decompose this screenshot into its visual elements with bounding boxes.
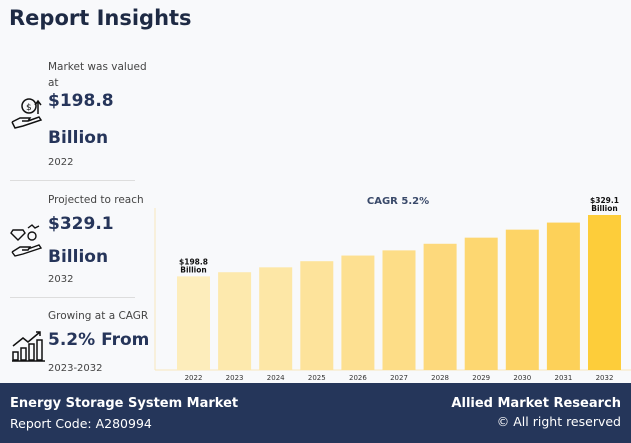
bar-2025 <box>300 261 334 370</box>
bar-2024 <box>259 267 293 370</box>
stat-year: 2022 <box>48 157 74 168</box>
bar-2030 <box>505 229 539 370</box>
x-tick-label: 2025 <box>308 374 326 382</box>
bar-2031 <box>546 222 580 370</box>
footer: Energy Storage System Market Report Code… <box>0 383 631 443</box>
stat-unit: Billion <box>48 128 109 148</box>
data-label: Billion <box>180 265 207 274</box>
chart-title: CAGR 5.2% <box>367 196 429 207</box>
x-tick-label: 2029 <box>472 374 490 382</box>
bar-2023 <box>218 272 252 370</box>
stat-value: 5.2% From <box>48 330 150 350</box>
data-label: $198.8 <box>179 257 208 266</box>
copyright: © All right reserved <box>496 414 621 429</box>
bar-2027 <box>382 250 416 370</box>
divider <box>10 180 135 181</box>
stat-year: 2023-2032 <box>48 363 103 374</box>
stat-unit: Billion <box>48 247 109 267</box>
x-tick-label: 2026 <box>349 374 367 382</box>
market-name: Energy Storage System Market <box>10 396 239 411</box>
stat-label: Projected to reach <box>48 194 144 206</box>
divider <box>10 297 135 298</box>
x-tick-label: 2030 <box>513 374 531 382</box>
stat-projected-value: Projected to reach $329.1 Billion 2032 <box>10 192 150 302</box>
x-tick-label: 2028 <box>431 374 449 382</box>
stat-value: $198.8 <box>48 91 114 111</box>
stat-market-value: Market was valued at $ $198.8 Billion 20… <box>10 58 150 168</box>
data-label: Billion <box>591 204 618 213</box>
svg-text:$: $ <box>26 103 32 113</box>
stat-value: $329.1 <box>48 214 114 234</box>
x-tick-label: 2023 <box>226 374 244 382</box>
bar-2032 <box>588 215 621 370</box>
stat-label: Market was valued at <box>48 61 147 89</box>
hand-money-growth-icon: $ <box>11 98 43 129</box>
bar-chart-growth-icon <box>12 331 45 362</box>
report-code: Report Code: A280994 <box>10 416 152 431</box>
page-title: Report Insights <box>9 6 192 30</box>
brand-name: Allied Market Research <box>451 396 621 411</box>
x-tick-label: 2022 <box>185 374 203 382</box>
data-label: $329.1 <box>590 196 619 205</box>
stat-year: 2032 <box>48 274 74 285</box>
bar-2028 <box>423 243 457 370</box>
x-tick-label: 2032 <box>596 374 614 382</box>
stat-label: Growing at a CAGR <box>48 310 149 322</box>
stat-cagr: Growing at a CAGR 5.2% From 2023-2032 <box>10 308 150 378</box>
x-tick-label: 2031 <box>554 374 572 382</box>
x-tick-label: 2024 <box>267 374 285 382</box>
hand-diamond-coin-icon <box>10 224 43 257</box>
bar-2029 <box>464 237 498 370</box>
x-tick-label: 2027 <box>390 374 408 382</box>
bar-2022 <box>177 276 210 370</box>
bar-2026 <box>341 255 375 370</box>
